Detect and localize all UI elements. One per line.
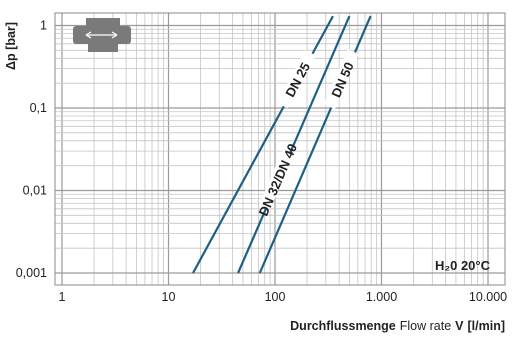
medium-note: H₂0 20°C bbox=[435, 258, 491, 273]
x-axis-label-unit: [l/min] bbox=[468, 319, 506, 333]
x-tick-labels: 1 10 100 1.000 10.000 bbox=[59, 290, 508, 304]
valve-icon bbox=[73, 18, 131, 52]
series-label: DN 32/DN 40 bbox=[256, 141, 301, 218]
plot-frame bbox=[54, 12, 506, 286]
y-axis-label: Δp [bar] bbox=[4, 22, 18, 70]
x-tick-label: 100 bbox=[265, 290, 286, 304]
y-tick-label: 1 bbox=[40, 19, 47, 33]
x-tick-label: 10.000 bbox=[469, 290, 507, 304]
x-axis-label-symbol: V bbox=[455, 319, 464, 333]
series-line bbox=[237, 15, 351, 274]
x-axis-label-bold: Durchflussmenge bbox=[290, 319, 396, 333]
y-tick-label: 0,01 bbox=[23, 184, 47, 198]
series-label: DN 25 bbox=[282, 60, 313, 100]
series-label-bg bbox=[323, 49, 359, 110]
series-label-bg bbox=[276, 49, 317, 109]
x-axis-label: Durchflussmenge Flow rate V [l/min] bbox=[290, 319, 505, 333]
y-tick-label: 0,1 bbox=[30, 101, 47, 115]
x-tick-label: 1.000 bbox=[366, 290, 397, 304]
x-tick-label: 1 bbox=[59, 290, 66, 304]
y-tick-labels: 0,001 0,01 0,1 1 bbox=[16, 19, 47, 281]
series-label: DN 50 bbox=[328, 60, 356, 100]
y-tick-label: 0,001 bbox=[16, 266, 47, 280]
series-label-bg bbox=[259, 149, 294, 210]
x-axis-label-plain: Flow rate bbox=[400, 319, 451, 333]
grid bbox=[55, 13, 505, 285]
x-tick-label: 10 bbox=[162, 290, 176, 304]
